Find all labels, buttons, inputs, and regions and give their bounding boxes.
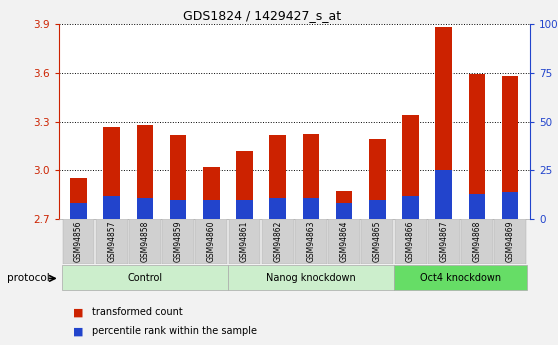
Text: Nanog knockdown: Nanog knockdown: [266, 273, 356, 283]
Bar: [302, 134, 319, 219]
Bar: [435, 170, 452, 219]
FancyBboxPatch shape: [362, 219, 393, 264]
FancyBboxPatch shape: [395, 219, 426, 264]
Text: GSM94861: GSM94861: [240, 221, 249, 262]
Bar: [170, 135, 186, 219]
Bar: [469, 74, 485, 219]
FancyBboxPatch shape: [262, 219, 294, 264]
Bar: [236, 151, 253, 219]
Text: GSM94868: GSM94868: [473, 221, 482, 262]
Text: transformed count: transformed count: [92, 307, 183, 317]
Bar: [70, 204, 87, 219]
FancyBboxPatch shape: [428, 219, 460, 264]
FancyBboxPatch shape: [394, 265, 527, 290]
Text: GDS1824 / 1429427_s_at: GDS1824 / 1429427_s_at: [183, 9, 341, 22]
Bar: [369, 199, 386, 219]
FancyBboxPatch shape: [228, 265, 394, 290]
Text: GSM94858: GSM94858: [141, 221, 150, 262]
Bar: [203, 199, 220, 219]
Bar: [137, 198, 153, 219]
Bar: [170, 199, 186, 219]
Bar: [402, 196, 419, 219]
Text: GSM94857: GSM94857: [107, 221, 116, 262]
Text: protocol: protocol: [7, 274, 50, 283]
Text: GSM94862: GSM94862: [273, 221, 282, 262]
Bar: [336, 204, 353, 219]
Text: GSM94863: GSM94863: [306, 221, 315, 262]
Text: GSM94867: GSM94867: [439, 221, 448, 262]
FancyBboxPatch shape: [62, 265, 228, 290]
Text: ■: ■: [73, 307, 83, 317]
Bar: [336, 191, 353, 219]
Bar: [270, 135, 286, 219]
FancyBboxPatch shape: [62, 219, 94, 264]
Bar: [369, 139, 386, 219]
Text: GSM94859: GSM94859: [174, 221, 182, 262]
Text: GSM94864: GSM94864: [340, 221, 349, 262]
FancyBboxPatch shape: [129, 219, 161, 264]
Text: GSM94869: GSM94869: [506, 221, 514, 262]
Bar: [469, 194, 485, 219]
Bar: [402, 115, 419, 219]
Bar: [502, 192, 518, 219]
Text: percentile rank within the sample: percentile rank within the sample: [92, 326, 257, 336]
FancyBboxPatch shape: [461, 219, 493, 264]
FancyBboxPatch shape: [96, 219, 128, 264]
Bar: [103, 127, 120, 219]
Text: GSM94865: GSM94865: [373, 221, 382, 262]
Bar: [137, 125, 153, 219]
FancyBboxPatch shape: [229, 219, 261, 264]
Bar: [302, 198, 319, 219]
Text: GSM94860: GSM94860: [207, 221, 216, 262]
FancyBboxPatch shape: [195, 219, 227, 264]
FancyBboxPatch shape: [295, 219, 327, 264]
FancyBboxPatch shape: [162, 219, 194, 264]
Text: ■: ■: [73, 326, 83, 336]
Bar: [236, 199, 253, 219]
Bar: [203, 167, 220, 219]
FancyBboxPatch shape: [328, 219, 360, 264]
Bar: [502, 76, 518, 219]
Text: Oct4 knockdown: Oct4 knockdown: [420, 273, 501, 283]
Bar: [103, 196, 120, 219]
Text: GSM94866: GSM94866: [406, 221, 415, 262]
Bar: [270, 198, 286, 219]
Bar: [435, 27, 452, 219]
Text: Control: Control: [127, 273, 162, 283]
Text: GSM94856: GSM94856: [74, 221, 83, 262]
Bar: [70, 178, 87, 219]
FancyBboxPatch shape: [494, 219, 526, 264]
